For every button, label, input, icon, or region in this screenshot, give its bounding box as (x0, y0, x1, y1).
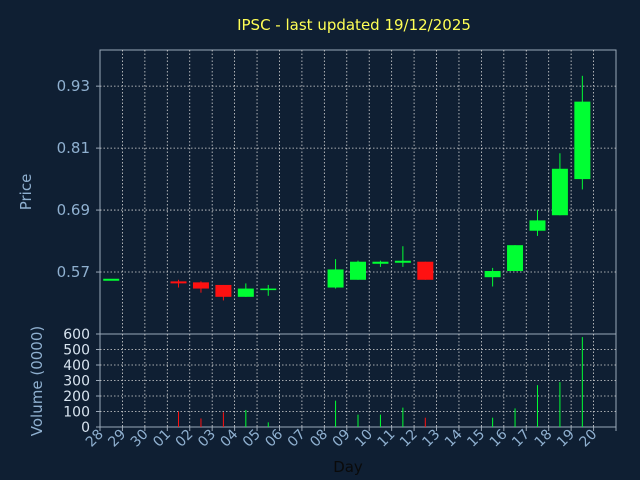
candle (507, 245, 524, 272)
x-tick-label: 07 (285, 427, 309, 451)
x-tick-label: 09 (330, 427, 354, 451)
price-plot-frame (99, 49, 617, 335)
candle-body (574, 101, 591, 180)
x-tick-label: 18 (532, 427, 556, 451)
candle (551, 153, 568, 216)
candle (529, 210, 546, 236)
candle-body (192, 282, 209, 289)
x-tick-label: 05 (240, 427, 264, 451)
x-tick-label: 19 (554, 427, 578, 451)
price-y-ticks: 0.57 0.69 0.81 0.93 (57, 77, 100, 281)
x-tick-label: 02 (173, 427, 197, 451)
candle-body (417, 261, 434, 280)
x-tick-label: 04 (218, 426, 242, 450)
candle-body (507, 245, 524, 272)
candle-body (484, 271, 501, 278)
candle-body (372, 261, 389, 264)
x-tick-label: 30 (128, 427, 152, 451)
x-ticks: 2829300102030405060708091011121314151617… (83, 426, 617, 451)
x-tick-label: 08 (307, 427, 331, 451)
candle-body (551, 168, 568, 216)
x-tick-label: 13 (419, 427, 443, 451)
x-tick-label: 29 (105, 427, 129, 451)
candle-body (237, 288, 254, 297)
candle-body (327, 269, 344, 288)
candle-body (350, 261, 366, 280)
x-tick-label: 15 (464, 427, 488, 451)
x-tick-label: 06 (262, 426, 286, 450)
x-tick-label: 14 (442, 426, 466, 450)
x-axis-label: Day (333, 458, 363, 476)
volume-y-tick-label: 200 (63, 389, 90, 405)
candle (327, 259, 344, 289)
price-y-tick-label: 0.69 (57, 201, 90, 219)
candles (103, 75, 591, 301)
x-tick-label: 03 (195, 427, 219, 451)
candle (574, 75, 591, 190)
volume-y-tick-label: 500 (63, 343, 90, 359)
volume-y-tick-label: 300 (63, 374, 90, 390)
price-panel: 0.57 0.69 0.81 0.93 Price (17, 49, 617, 335)
candle (350, 260, 366, 280)
volume-y-tick-label: 100 (63, 405, 90, 421)
x-tick-label: 20 (576, 427, 600, 451)
volume-y-tick-label: 0 (81, 420, 90, 436)
candle (372, 260, 389, 267)
price-grid (100, 50, 616, 334)
candle (260, 284, 277, 296)
price-y-label: Price (17, 174, 35, 211)
candle (192, 281, 209, 293)
volume-y-tick-label: 600 (63, 327, 90, 343)
chart-title: IPSC - last updated 19/12/2025 (237, 16, 471, 34)
x-tick-label: 12 (397, 427, 421, 451)
candle (215, 284, 232, 301)
candle-body (215, 284, 232, 297)
candle (394, 246, 411, 267)
x-tick-label: 11 (375, 427, 399, 451)
candle-body (260, 288, 277, 291)
x-tick-label: 10 (352, 427, 376, 451)
price-y-tick-label: 0.81 (57, 139, 90, 157)
candle (170, 279, 187, 288)
candle (484, 267, 501, 287)
volume-y-tick-label: 400 (63, 358, 90, 374)
volume-y-label: Volume (0000) (28, 326, 46, 436)
x-tick-label: 16 (487, 426, 511, 450)
price-y-tick-label: 0.93 (57, 77, 90, 95)
price-y-tick-label: 0.57 (57, 263, 90, 281)
x-tick-label: 17 (509, 427, 533, 451)
x-tick-label: 01 (150, 427, 174, 451)
volume-bars (178, 337, 583, 427)
candle-body (529, 220, 546, 231)
candle (237, 283, 254, 297)
volume-grid (100, 334, 616, 427)
candle (417, 261, 434, 280)
